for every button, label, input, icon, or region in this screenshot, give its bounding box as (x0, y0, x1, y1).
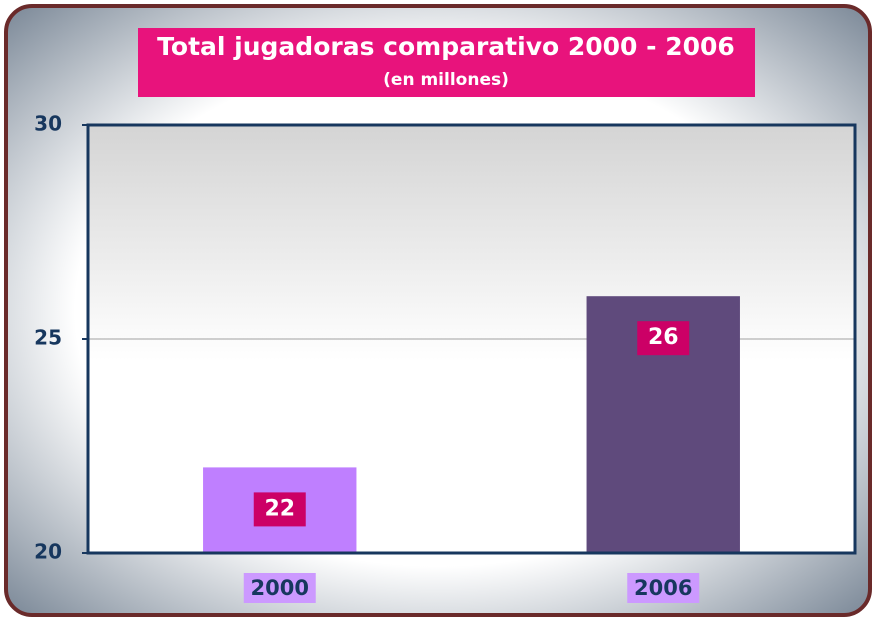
title-box (138, 28, 755, 97)
x-label-bg (243, 573, 316, 603)
data-label: 22 (264, 496, 295, 521)
data-label: 26 (648, 325, 679, 350)
y-tick-label: 30 (34, 112, 62, 136)
x-tick-label: 2006 (634, 576, 692, 600)
x-tick-label: 2000 (251, 576, 309, 600)
x-label-bg (627, 573, 700, 603)
chart-subtitle: (en millones) (383, 70, 509, 90)
plot-border (86, 123, 857, 555)
chart-title: Total jugadoras comparativo 2000 - 2006 (157, 32, 735, 61)
data-label-bg (637, 321, 690, 356)
data-label-bg (253, 492, 306, 527)
y-tick-label: 25 (34, 326, 62, 350)
y-tick-label: 20 (34, 540, 62, 564)
